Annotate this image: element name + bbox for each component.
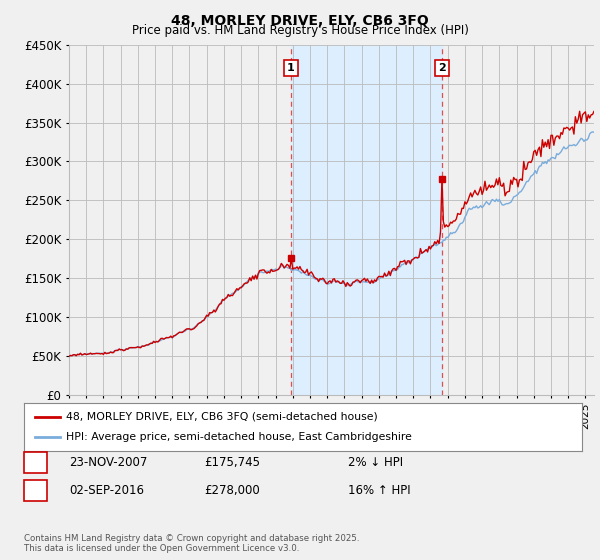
Text: 2: 2 bbox=[438, 63, 446, 73]
Text: 2% ↓ HPI: 2% ↓ HPI bbox=[348, 456, 403, 469]
Text: 02-SEP-2016: 02-SEP-2016 bbox=[69, 484, 144, 497]
Text: HPI: Average price, semi-detached house, East Cambridgeshire: HPI: Average price, semi-detached house,… bbox=[66, 432, 412, 442]
Text: 1: 1 bbox=[31, 456, 40, 469]
Text: Price paid vs. HM Land Registry's House Price Index (HPI): Price paid vs. HM Land Registry's House … bbox=[131, 24, 469, 37]
Text: 23-NOV-2007: 23-NOV-2007 bbox=[69, 456, 148, 469]
Text: Contains HM Land Registry data © Crown copyright and database right 2025.
This d: Contains HM Land Registry data © Crown c… bbox=[24, 534, 359, 553]
Text: £278,000: £278,000 bbox=[204, 484, 260, 497]
Text: 16% ↑ HPI: 16% ↑ HPI bbox=[348, 484, 410, 497]
Text: £175,745: £175,745 bbox=[204, 456, 260, 469]
Text: 48, MORLEY DRIVE, ELY, CB6 3FQ (semi-detached house): 48, MORLEY DRIVE, ELY, CB6 3FQ (semi-det… bbox=[66, 412, 377, 422]
Text: 2: 2 bbox=[31, 484, 40, 497]
Bar bbox=[291, 45, 442, 395]
Text: 1: 1 bbox=[287, 63, 295, 73]
Text: 48, MORLEY DRIVE, ELY, CB6 3FQ: 48, MORLEY DRIVE, ELY, CB6 3FQ bbox=[171, 14, 429, 28]
